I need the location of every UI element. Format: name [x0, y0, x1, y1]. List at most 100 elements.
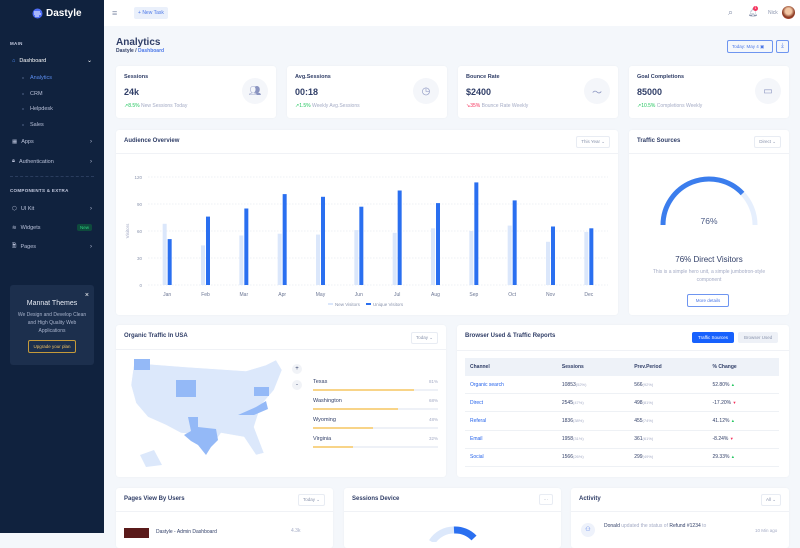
sidebar-item-ui-kit[interactable]: ⬡ UI Kit › — [12, 206, 92, 212]
pages-view-card: Pages View By Users Today ⌄ Dastyle - Ad… — [116, 488, 333, 548]
state-virginia-tennessee — [238, 401, 268, 415]
channel-link[interactable]: Referal — [470, 417, 487, 424]
legend-swatch — [328, 303, 333, 305]
trend-up-icon: ↗ — [637, 103, 642, 109]
table-row: Organic search 10853(52%) 566(92%) 52.80… — [465, 376, 779, 395]
y-tick-label: 90 — [137, 202, 143, 207]
caret-up-icon: ▲ — [730, 454, 735, 460]
legend-label: Unique Visitors — [373, 302, 404, 307]
bell-icon[interactable]: 🔔︎ — [748, 8, 759, 17]
page-name[interactable]: Dastyle - Admin Dashboard — [156, 529, 217, 535]
year-filter-dropdown[interactable]: This Year ⌄ — [576, 136, 610, 148]
state-row: Washington 68% — [313, 398, 438, 410]
channel-link[interactable]: Email — [470, 436, 483, 443]
trend-up-icon: ↗ — [124, 103, 129, 109]
sidebar-sub-analytics[interactable]: Analytics — [22, 75, 52, 81]
card-title: Audience Overview — [124, 138, 180, 144]
state-progress-bar — [313, 446, 353, 448]
y-axis-label: Visitors — [125, 223, 130, 238]
logo-icon — [32, 8, 43, 19]
sidebar-sub-sales[interactable]: Sales — [22, 122, 44, 128]
stat-card: Bounce Rate $2400 ↘35% Bounce Rate Weekl… — [458, 66, 618, 118]
tab-traffic-sources[interactable]: Traffic Sources — [692, 332, 735, 343]
browser-traffic-card: Browser Used & Traffic Reports Traffic S… — [457, 325, 789, 477]
topbar: ≡ + New Task ⌕ 🔔︎ 1 Nick — [104, 0, 800, 26]
stat-value: 85000 — [637, 87, 663, 97]
bar-new-visitors — [316, 234, 320, 285]
sidebar-item-apps[interactable]: ▦ Apps › — [12, 139, 92, 145]
today-filter-dropdown[interactable]: Today ⌄ — [410, 332, 438, 344]
sidebar-sub-crm[interactable]: CRM — [22, 91, 43, 97]
menu-icon[interactable]: ≡ — [112, 8, 118, 18]
promo-card: × Mannat Themes We Design and Develop Cl… — [10, 285, 94, 365]
sidebar-item-widgets[interactable]: ≋ Widgets New — [12, 224, 92, 231]
all-filter-dropdown[interactable]: All ⌄ — [760, 494, 781, 506]
channel-link[interactable]: Direct — [470, 399, 484, 406]
state-texas — [184, 417, 218, 455]
channel-link[interactable]: Organic search — [470, 381, 504, 388]
audience-bar-chart: 0 30 60 90 120 Visitors Jan Feb Mar Apr May Jun Jul A… — [125, 175, 608, 307]
user-icon: ⚇ — [581, 523, 595, 537]
bar-unique-visitors — [321, 196, 325, 285]
upgrade-button[interactable]: Upgrade your plan — [28, 340, 76, 353]
search-icon[interactable]: ⌕ — [728, 7, 734, 17]
sidebar-item-pages[interactable]: 🗎︎ Pages › — [12, 243, 92, 250]
avatar[interactable] — [782, 6, 795, 19]
plus-icon: + — [138, 10, 143, 16]
state-progress-bar — [313, 408, 398, 410]
new-task-button[interactable]: + New Task — [134, 7, 168, 19]
logo[interactable]: Dastyle — [32, 8, 82, 19]
section-main: MAIN — [10, 41, 23, 46]
bar-unique-visitors — [474, 182, 479, 285]
caret-up-icon: ▲ — [730, 417, 735, 423]
x-tick-label: Jun — [355, 292, 363, 298]
tab-browser-used[interactable]: Browser Used — [738, 332, 779, 343]
table-row: Email 1958(31%) 361(61%) -8.24% ▼ — [465, 430, 779, 449]
traffic-text: This is a simple hero unit, a simple jum… — [652, 269, 766, 283]
stat-note: ↘35% Bounce Rate Weekly — [466, 103, 529, 109]
usa-map[interactable] — [126, 355, 296, 470]
zoom-out-button[interactable]: - — [292, 380, 302, 390]
user-name[interactable]: Nick — [768, 10, 778, 16]
bar-unique-visitors — [244, 208, 249, 285]
column-header: % Change — [707, 358, 779, 376]
more-icon[interactable]: ··· — [538, 494, 553, 505]
sidebar-item-dashboard[interactable]: ⌂ Dashboard ⌄ — [12, 57, 92, 65]
stat-label: Bounce Rate — [466, 74, 500, 80]
bar-unique-visitors — [512, 200, 517, 285]
date-button[interactable]: Today: May 4 ▣ — [727, 40, 773, 53]
direct-filter-dropdown[interactable]: Direct ⌄ — [754, 136, 781, 148]
bar-new-visitors — [201, 245, 205, 285]
x-tick-label: May — [316, 292, 326, 298]
organic-traffic-card: Organic Traffic In USA Today ⌄ + - Texas… — [116, 325, 446, 477]
close-icon[interactable]: × — [84, 292, 89, 299]
bar-new-visitors — [162, 223, 167, 285]
y-tick-label: 60 — [137, 229, 143, 234]
download-icon[interactable]: ⤓ — [776, 40, 789, 53]
channel-link[interactable]: Social — [470, 454, 484, 461]
bar-new-visitors — [584, 231, 589, 285]
column-header: Sessions — [556, 358, 630, 376]
x-tick-label: Nov — [546, 292, 555, 298]
gauge-value: 76% — [700, 216, 718, 226]
divider — [10, 176, 94, 177]
bar-new-visitors — [431, 228, 435, 285]
bar-new-visitors — [507, 225, 512, 285]
state-row: Wyoming 48% — [313, 417, 438, 429]
more-details-button[interactable]: More details — [687, 294, 729, 307]
chevron-down-icon: ⌄ — [86, 58, 92, 64]
state-row: Texas 81% — [313, 379, 438, 391]
sidebar-item-authentication[interactable]: 🔒︎ Authentication › — [12, 158, 92, 165]
card-title: Organic Traffic In USA — [124, 333, 188, 339]
zoom-in-button[interactable]: + — [292, 364, 302, 374]
page-thumbnail — [124, 528, 149, 538]
traffic-table: Channel Sessions Prev.Period% Change Organ… — [465, 358, 779, 467]
briefcase-icon: ▭ — [755, 78, 781, 104]
x-tick-label: Jan — [163, 292, 171, 298]
table-row: Referal 1836(38%) 455(74%) 41.12% ▲ — [465, 411, 779, 431]
caret-down-icon: ▼ — [729, 436, 734, 442]
today-filter-dropdown[interactable]: Today ⌄ — [297, 494, 325, 506]
y-tick-label: 0 — [139, 283, 142, 288]
bar-unique-visitors — [397, 190, 402, 285]
sidebar-sub-helpdesk[interactable]: Helpdesk — [22, 106, 53, 112]
